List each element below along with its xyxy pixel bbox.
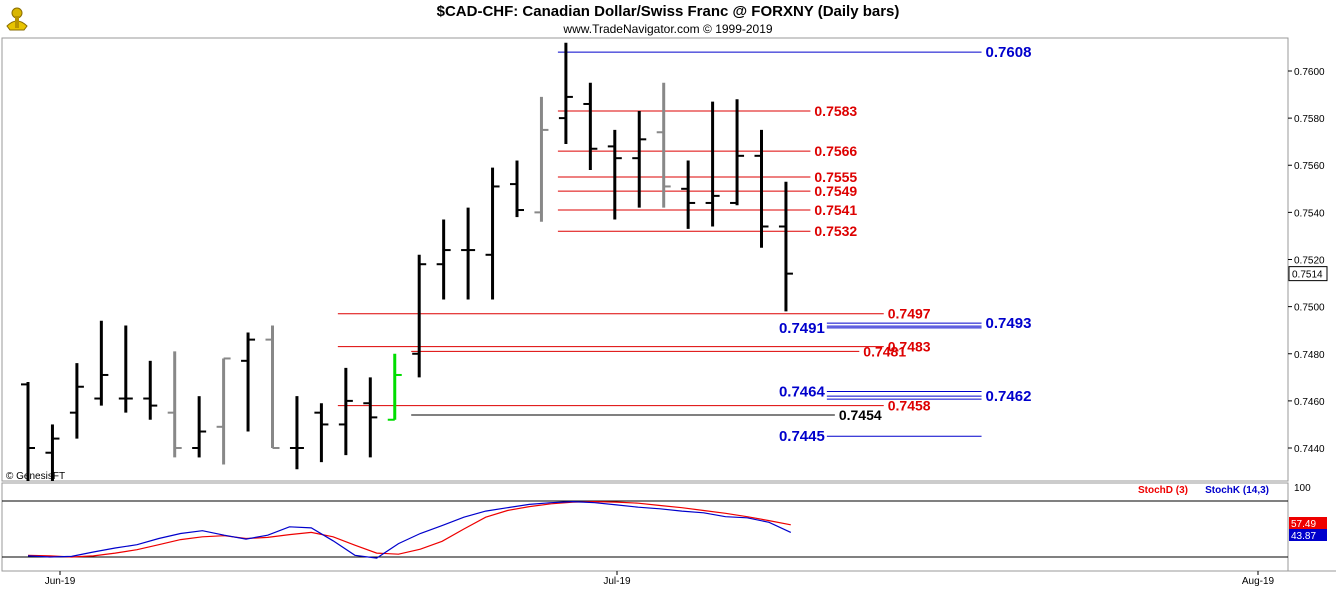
y-tick-label: 0.7540 <box>1294 208 1325 219</box>
chart-subtitle: www.TradeNavigator.com © 1999-2019 <box>563 22 773 36</box>
trade-navigator-logo-icon <box>4 4 30 32</box>
level-label: 0.7493 <box>986 315 1032 332</box>
level-label: 0.7555 <box>814 169 857 185</box>
level-label: 0.7608 <box>986 44 1032 61</box>
oscillator-panel-frame <box>1 482 1289 572</box>
stochk-value: 43.87 <box>1291 531 1316 542</box>
y-tick-label: 0.7500 <box>1294 303 1325 314</box>
x-tick-label: Jul-19 <box>603 576 631 587</box>
level-label: 0.7445 <box>779 428 825 445</box>
level-label: 0.7458 <box>888 398 931 414</box>
level-label: 0.7454 <box>839 407 882 423</box>
stochd-line <box>27 500 791 558</box>
legend-stochk: StochK (14,3) <box>1205 485 1269 496</box>
level-label: 0.7541 <box>814 202 857 218</box>
last-price-box <box>1288 266 1328 282</box>
level-label: 0.7481 <box>863 343 906 359</box>
chart-title: $CAD-CHF: Canadian Dollar/Swiss Franc @ … <box>436 3 900 20</box>
x-tick-label: Jun-19 <box>45 576 76 587</box>
watermark-text: © GenesisFT <box>6 471 65 482</box>
level-label: 0.7549 <box>814 183 857 199</box>
y-tick-label: 0.7440 <box>1294 444 1325 455</box>
y-tick-label: 0.7520 <box>1294 256 1325 267</box>
level-label: 0.7464 <box>779 383 826 400</box>
y-tick-label: 0.7560 <box>1294 161 1325 172</box>
y-tick-label: 0.7480 <box>1294 350 1325 361</box>
x-tick-label: Aug-19 <box>1242 576 1275 587</box>
y-tick-label: 0.7580 <box>1294 114 1325 125</box>
level-label: 0.7583 <box>814 103 857 119</box>
y-tick-label: 0.7600 <box>1294 67 1325 78</box>
level-label: 0.7462 <box>986 388 1032 405</box>
stochk-line <box>27 500 792 559</box>
stochd-value-box <box>1289 517 1327 529</box>
level-label: 0.7532 <box>814 223 857 239</box>
stochd-value: 57.49 <box>1291 519 1316 530</box>
osc-y-tick-label: 100 <box>1294 483 1311 494</box>
legend-stochd: StochD (3) <box>1138 485 1188 496</box>
stochk-value-box <box>1289 529 1327 541</box>
last-price-label: 0.7514 <box>1292 270 1323 281</box>
level-label: 0.7497 <box>888 306 931 322</box>
level-label: 0.7483 <box>888 339 931 355</box>
y-tick-label: 0.7460 <box>1294 397 1325 408</box>
level-label: 0.7566 <box>814 143 857 159</box>
level-label: 0.7491 <box>779 320 825 337</box>
